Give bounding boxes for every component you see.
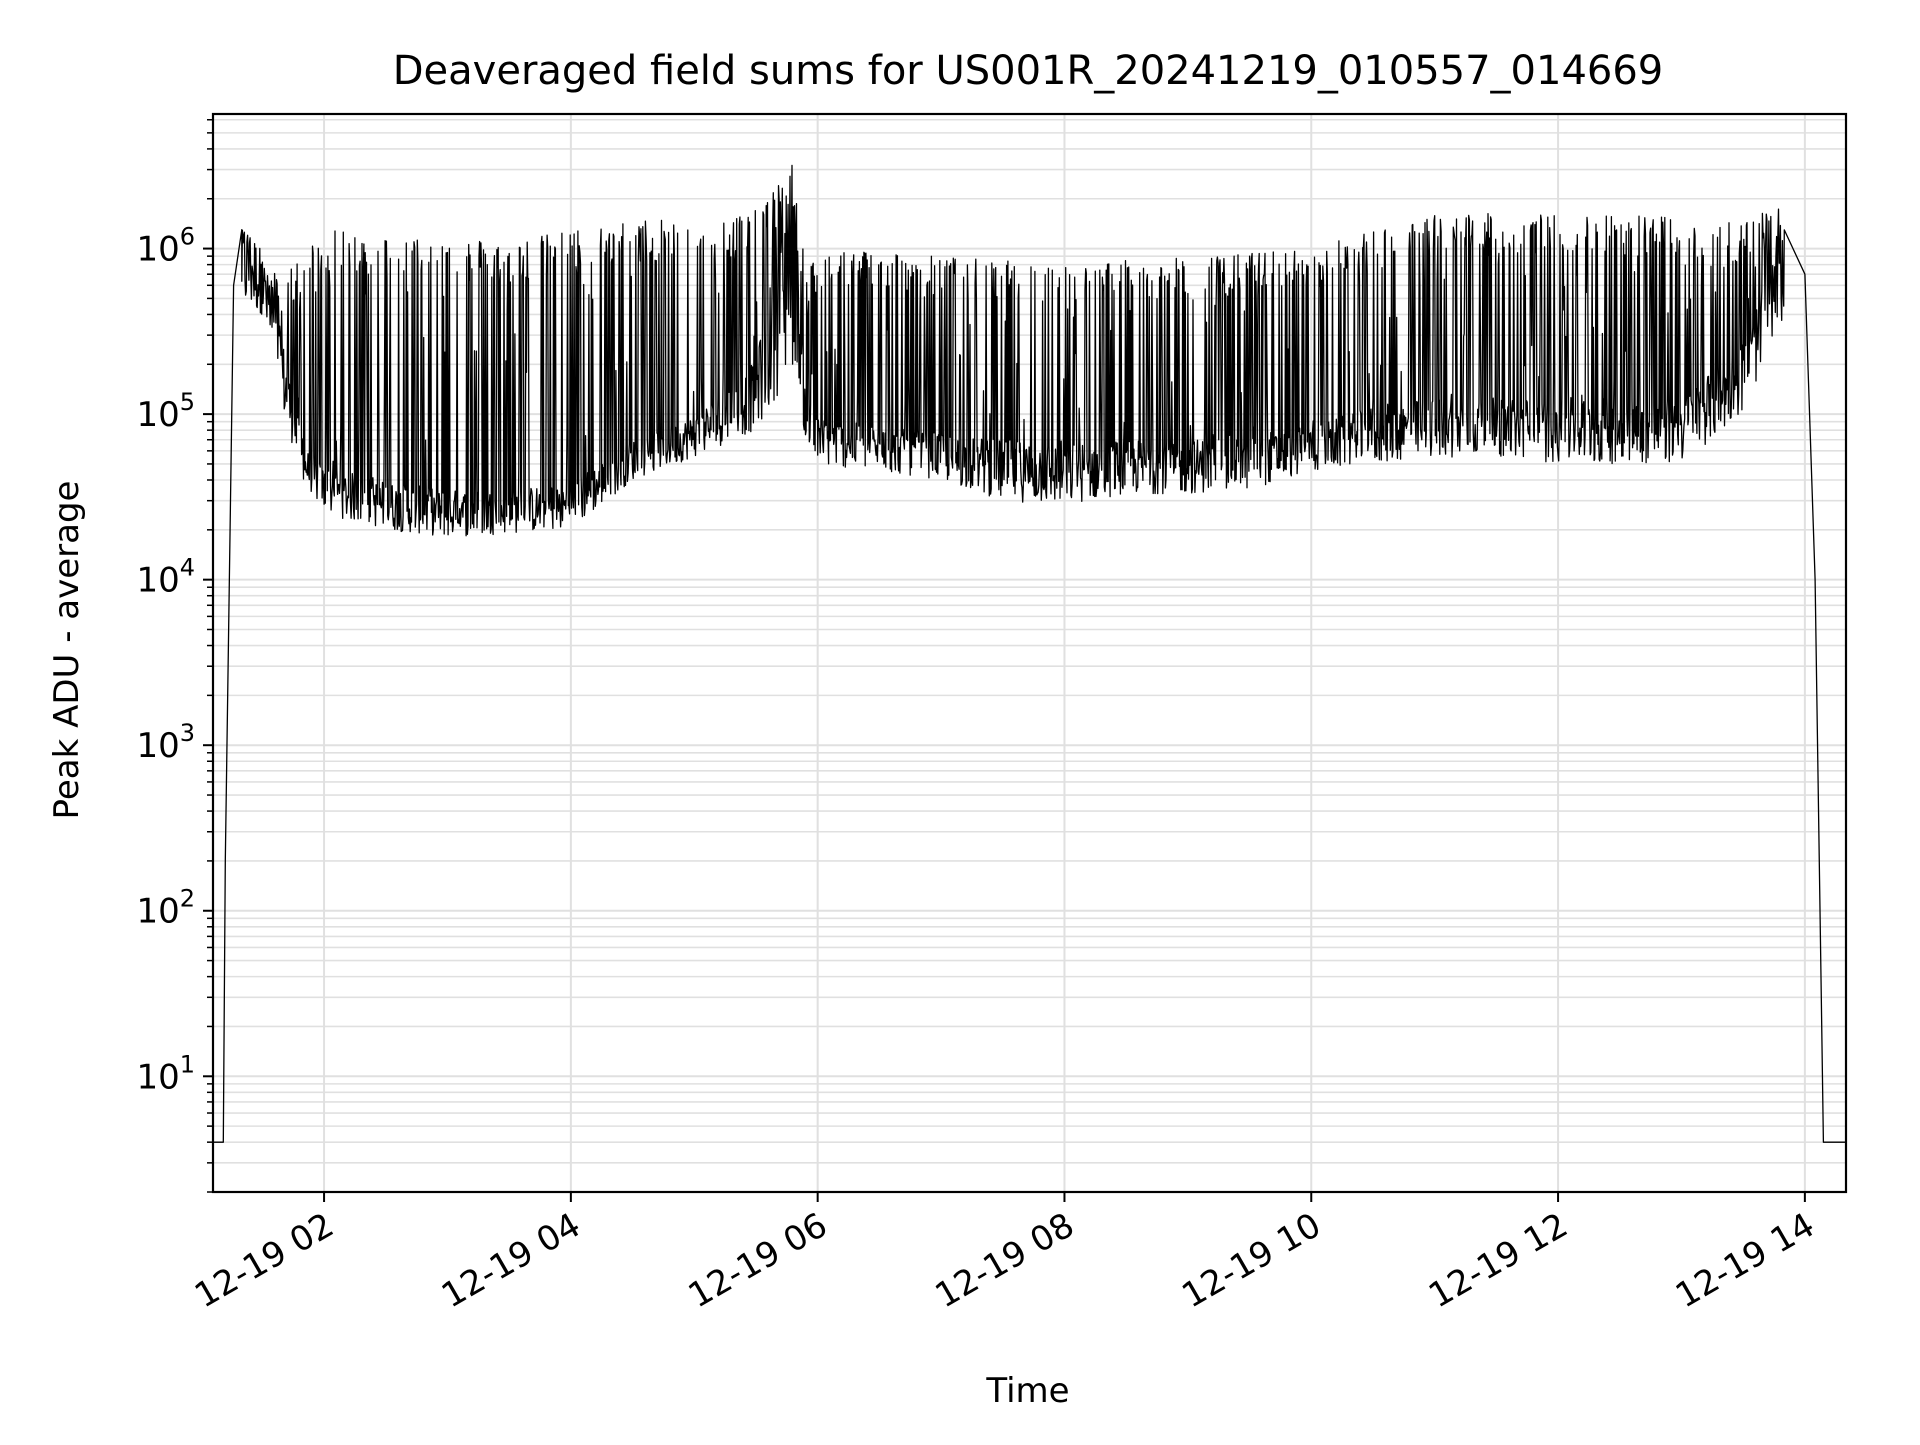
y-tick-label: 102 [136,885,195,932]
y-tick-label: 105 [136,388,195,435]
chart-title: Deaveraged field sums for US001R_2024121… [393,48,1664,94]
data-line [213,164,1846,1143]
y-axis-label: Peak ADU - average [47,481,87,820]
y-tick-label: 103 [136,719,195,766]
y-tick-label: 106 [136,223,195,270]
y-tick-label: 104 [136,554,195,601]
y-tick-label: 101 [136,1050,195,1097]
plot-area [213,164,1846,1143]
axes-frame [211,112,1848,1194]
x-axis-label: Time [985,1371,1069,1411]
